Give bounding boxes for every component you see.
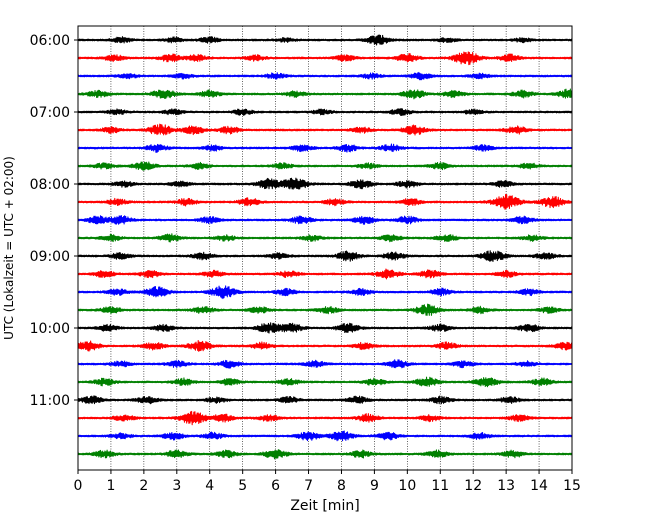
y-tick-label: 08:00 — [30, 177, 70, 193]
x-tick-label: 11 — [431, 478, 449, 494]
x-tick-label: 15 — [563, 478, 581, 494]
x-tick-label: 14 — [530, 478, 548, 494]
y-tick-label: 09:00 — [30, 249, 70, 265]
x-tick-label: 4 — [205, 478, 214, 494]
x-tick-label: 0 — [74, 478, 83, 494]
seismic-traces — [77, 34, 573, 460]
y-axis-title: UTC (Lokalzeit = UTC + 02:00) — [2, 156, 16, 340]
plot-frame — [77, 25, 573, 471]
y-tick-label: 06:00 — [30, 33, 70, 49]
trace-line — [77, 322, 573, 334]
trace-line — [77, 51, 573, 66]
x-axis-ticks: 0 1 2 3 4 5 6 7 8 9 10 11 12 13 14 15 — [74, 470, 581, 494]
x-tick-label: 1 — [106, 478, 115, 494]
x-axis-title: Zeit [min] — [290, 498, 359, 514]
y-tick-label: 07:00 — [30, 105, 70, 121]
x-tick-label: 2 — [139, 478, 148, 494]
x-tick-label: 13 — [497, 478, 515, 494]
x-tick-label: 8 — [337, 478, 346, 494]
x-tick-label: 12 — [464, 478, 482, 494]
x-tick-label: 6 — [271, 478, 280, 494]
plot-background — [78, 26, 572, 470]
y-tick-label: 11:00 — [30, 393, 70, 409]
x-tick-label: 5 — [238, 478, 247, 494]
y-tick-label: 10:00 — [30, 321, 70, 337]
y-axis-ticks: 06:00 07:00 08:00 09:00 10:00 11:00 — [30, 33, 78, 409]
x-tick-label: 3 — [172, 478, 181, 494]
x-grid — [110, 26, 540, 470]
x-tick-label: 7 — [304, 478, 313, 494]
x-tick-label: 10 — [398, 478, 416, 494]
x-tick-label: 9 — [370, 478, 379, 494]
